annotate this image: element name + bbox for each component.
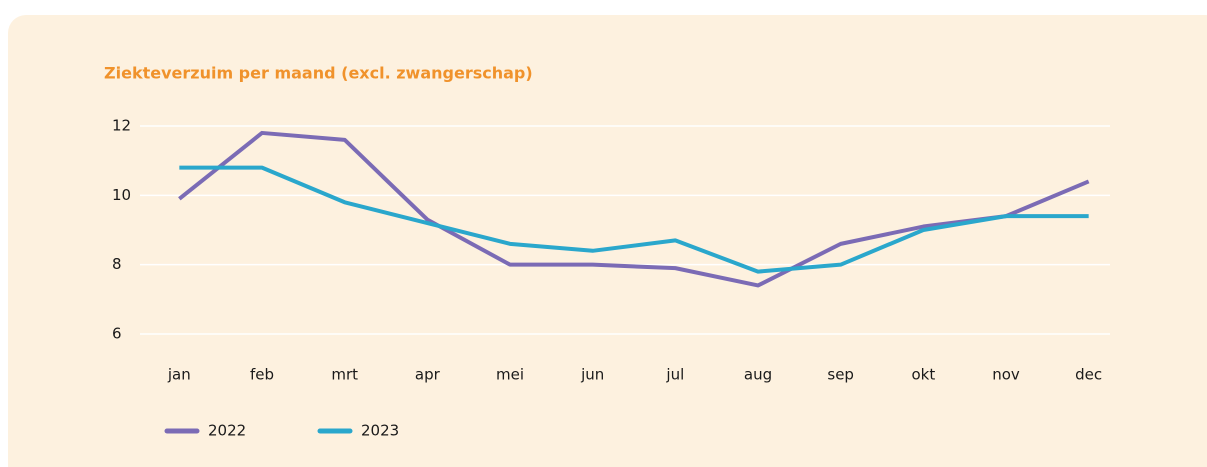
legend-label: 2022 bbox=[208, 422, 246, 440]
y-tick-label: 6 bbox=[112, 325, 122, 343]
x-tick-label: dec bbox=[1075, 366, 1102, 384]
chart-title: Ziekteverzuim per maand (excl. zwangersc… bbox=[104, 64, 533, 83]
x-tick-label: sep bbox=[827, 366, 854, 384]
y-tick-label: 12 bbox=[112, 117, 131, 135]
x-tick-label: aug bbox=[744, 366, 772, 384]
series-line bbox=[178, 130, 1090, 288]
x-tick-label: feb bbox=[250, 366, 274, 384]
x-tick-label: apr bbox=[415, 366, 441, 384]
x-tick-label: jun bbox=[580, 366, 604, 384]
x-tick-label: okt bbox=[911, 366, 935, 384]
legend-label: 2023 bbox=[361, 422, 399, 440]
series-line bbox=[179, 165, 1089, 274]
card bbox=[8, 15, 1207, 467]
y-tick-label: 8 bbox=[112, 255, 122, 273]
y-tick-label: 10 bbox=[112, 186, 131, 204]
x-tick-label: mei bbox=[496, 366, 524, 384]
x-tick-label: jan bbox=[167, 366, 191, 384]
x-tick-label: nov bbox=[992, 366, 1020, 384]
x-tick-label: jul bbox=[665, 366, 684, 384]
x-tick-label: mrt bbox=[331, 366, 358, 384]
